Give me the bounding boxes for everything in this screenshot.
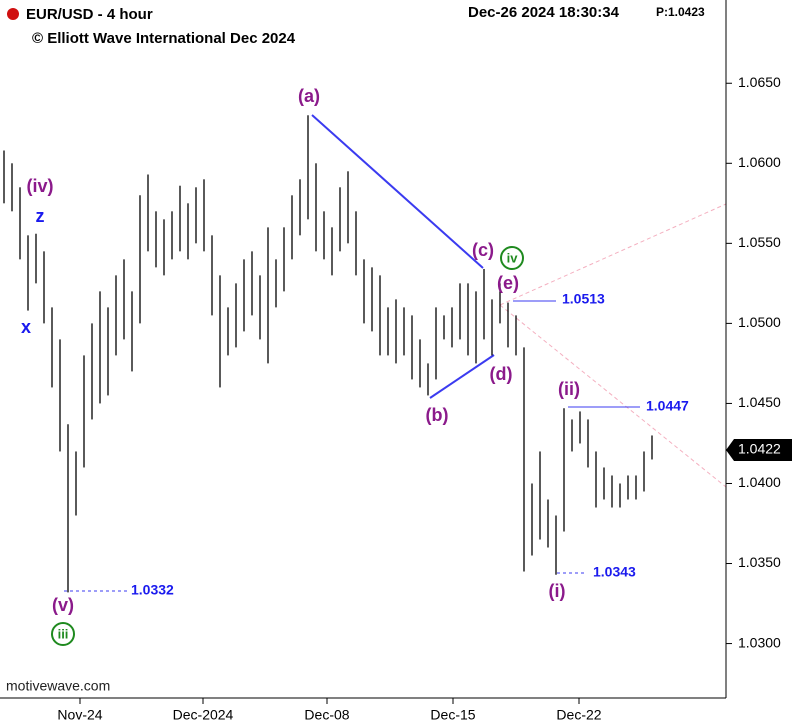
wave-label: (c) (472, 240, 494, 260)
wave-label: x (21, 317, 31, 337)
level-label: 1.0332 (131, 582, 174, 598)
wave-label: (d) (490, 364, 513, 384)
level-label: 1.0343 (593, 564, 636, 580)
x-tick-label: Nov-24 (57, 707, 102, 723)
source: motivewave.com (6, 678, 110, 694)
wave-label: (iv) (27, 176, 54, 196)
wave-label: (a) (298, 86, 320, 106)
timestamp: Dec-26 2024 18:30:34 (468, 4, 620, 21)
wave-label: (ii) (558, 379, 580, 399)
level-label: 1.0447 (646, 398, 689, 414)
price-marker (726, 439, 792, 461)
price-header: P:1.0423 (656, 5, 705, 19)
x-tick-label: Dec-2024 (173, 707, 234, 723)
channel-line (499, 203, 727, 306)
chart-title: EUR/USD - 4 hour (26, 6, 153, 23)
x-tick-label: Dec-08 (304, 707, 349, 723)
chart-subtitle: © Elliott Wave International Dec 2024 (32, 30, 296, 47)
wave-label: iv (507, 250, 519, 265)
y-tick-label: 1.0400 (738, 474, 781, 490)
wave-label: iii (58, 626, 69, 641)
triangle-line (429, 354, 495, 399)
current-price: 1.0422 (738, 441, 781, 457)
status-dot (7, 8, 19, 20)
wave-label: z (36, 206, 45, 226)
plot-area (3, 114, 727, 593)
wave-circle (51, 622, 75, 646)
wave-circle (500, 246, 524, 270)
y-tick-label: 1.0450 (738, 394, 781, 410)
wave-label: (i) (549, 581, 566, 601)
y-tick-label: 1.0600 (738, 154, 781, 170)
y-tick-label: 1.0650 (738, 74, 781, 90)
wave-label: (b) (426, 405, 449, 425)
channel-line (499, 304, 727, 488)
triangle-line (311, 114, 484, 269)
y-tick-label: 1.0300 (738, 634, 781, 650)
y-tick-label: 1.0350 (738, 554, 781, 570)
x-tick-label: Dec-22 (556, 707, 601, 723)
wave-label: (v) (52, 595, 74, 615)
y-tick-label: 1.0550 (738, 234, 781, 250)
y-tick-label: 1.0500 (738, 314, 781, 330)
x-tick-label: Dec-15 (430, 707, 475, 723)
wave-label: (e) (497, 273, 519, 293)
level-label: 1.0513 (562, 291, 605, 307)
